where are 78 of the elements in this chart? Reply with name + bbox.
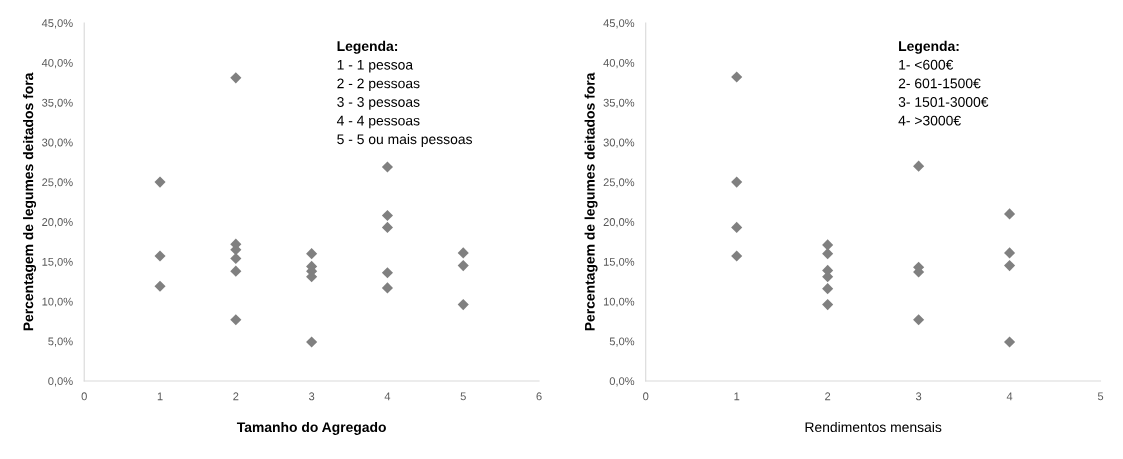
annotation: 1- <600€ [899,59,954,70]
point [822,283,834,295]
point [230,72,242,84]
point [457,247,469,259]
y-tick-label: 45,0% [603,19,635,29]
point [1004,336,1016,348]
y-tick-label: 45,0% [41,19,73,29]
y-tick-label: 20,0% [603,218,635,228]
y-axis-title: Percentagem de legumes deitados fora [23,72,37,331]
y-axis-title: Percentagem de legumes deitados fora [584,72,598,331]
x-tick-label: 1 [157,392,163,401]
point [822,239,834,251]
annotation: 2 - 2 pessoas [337,78,420,92]
point [822,299,834,311]
point [457,260,469,272]
x-tick-label: 2 [233,392,239,401]
y-tick-label: 25,0% [42,178,73,188]
y-tick-label: 0,0% [48,377,73,387]
x-tick-label: 3 [915,392,922,401]
x-tick-label: 0 [643,392,649,401]
annotation: 3- 1501-3000€ [898,97,989,107]
y-tick-label: 25,0% [603,178,635,188]
x-axis-title: Tamanho do Agregado [236,421,386,435]
y-tick-label: 15,0% [603,257,635,268]
x-tick-label: 1 [734,392,740,401]
point [1004,260,1016,272]
point [381,209,393,222]
annotation: 4- >3000€ [898,115,961,126]
point [1004,208,1016,220]
y-tick-label: 5,0% [609,337,635,347]
y-tick-label: 20,0% [42,218,73,228]
x-tick-label: 6 [536,392,542,401]
point [154,280,166,292]
point [381,161,393,173]
annotation: Legenda: [899,40,959,54]
x-axis-title: Rendimentos mensais [805,421,942,433]
annotation: 1 - 1 pessoa [337,59,414,73]
y-tick-label: 30,0% [603,138,635,148]
y-tick-label: 0,0% [609,377,635,387]
annotation: Legenda: [337,40,398,54]
annotation: 5 - 5 ou mais pessoas [337,133,473,147]
point [154,250,166,262]
y-tick-label: 30,0% [42,138,73,148]
y-tick-label: 35,0% [42,98,73,108]
y-tick-label: 10,0% [603,297,635,307]
y-tick-label: 10,0% [42,297,73,307]
point [230,265,242,277]
x-tick-label: 4 [384,392,391,401]
point [913,160,925,172]
y-tick-label: 35,0% [603,98,635,108]
point [154,176,166,188]
point [306,336,318,348]
y-tick-label: 40,0% [603,59,635,69]
x-tick-label: 3 [308,392,315,401]
point [731,250,743,262]
point [381,282,393,294]
y-tick-label: 15,0% [42,257,73,268]
annotation: 2- 601-1500€ [898,78,981,89]
point [381,267,393,279]
point [731,221,743,233]
y-tick-label: 5,0% [48,337,73,347]
point [1004,247,1016,259]
x-tick-label: 2 [825,392,831,401]
point [381,221,393,233]
point [913,314,925,326]
point [306,248,318,260]
y-tick-label: 40,0% [41,59,73,69]
point [731,71,743,83]
point [731,176,743,188]
point [457,299,469,311]
annotation: 3 - 3 pessoas [337,97,420,110]
x-tick-label: 0 [81,392,87,401]
x-tick-label: 4 [1006,392,1013,401]
x-tick-label: 5 [460,392,466,401]
x-tick-label: 5 [1097,392,1104,401]
point [822,248,834,260]
point [230,314,242,326]
annotation: 4 - 4 pessoas [336,115,420,129]
